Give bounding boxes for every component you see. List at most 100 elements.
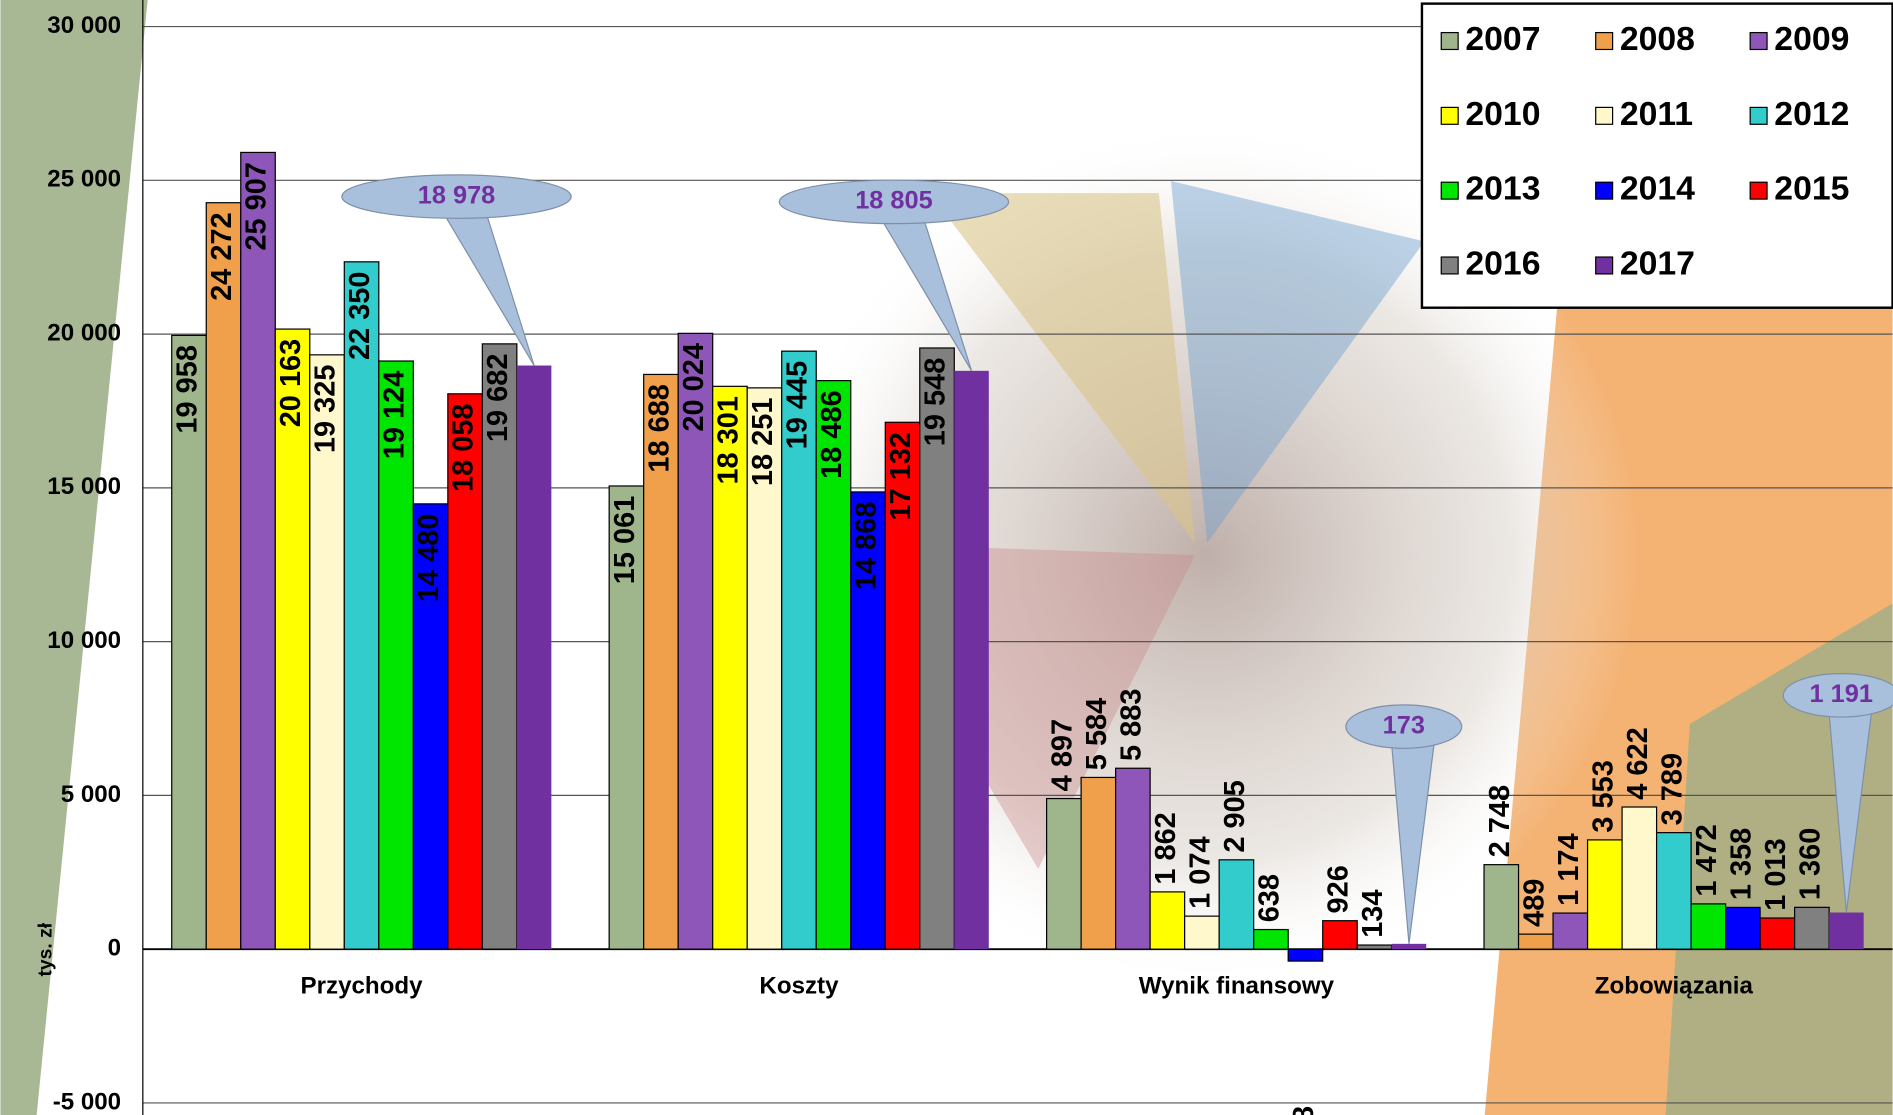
bar (954, 370, 989, 950)
legend-swatch (1595, 256, 1614, 275)
value-label: 14 480 (413, 514, 445, 603)
bar (746, 387, 783, 950)
y-tick-label: 0 (108, 935, 121, 962)
bar (205, 202, 242, 950)
callout (778, 179, 1010, 225)
bar (1759, 917, 1796, 950)
x-tick-label: Zobowiązania (1595, 972, 1754, 999)
x-tick-label: Koszty (759, 972, 839, 999)
value-label: 14 868 (851, 502, 883, 591)
value-label: 1 174 (1553, 833, 1585, 905)
value-label: 4 622 (1622, 727, 1654, 799)
legend-swatch (1440, 256, 1459, 275)
legend-swatch (1595, 106, 1614, 125)
y-tick-label: 15 000 (47, 473, 121, 500)
legend-swatch (1749, 106, 1768, 125)
value-label: 134 (1357, 889, 1389, 937)
legend-label: 2009 (1774, 20, 1849, 58)
legend-label: 2015 (1774, 170, 1849, 208)
legend: 2007 2008 2009 2010 2011 2012 2013 2014 2015 2016… (1420, 2, 1893, 309)
bar (1149, 891, 1186, 950)
value-label: 2 905 (1219, 780, 1251, 852)
bar (919, 347, 955, 950)
bar (516, 365, 552, 950)
legend-swatch (1440, 181, 1459, 200)
legend-box (1420, 2, 1893, 309)
value-label: 489 (1518, 879, 1550, 927)
legend-label: 2011 (1620, 95, 1693, 133)
legend-label: 2013 (1465, 170, 1540, 208)
bar (1655, 832, 1692, 950)
bar (1115, 767, 1151, 950)
legend-swatch (1749, 181, 1768, 200)
bar (1483, 864, 1520, 950)
bar (171, 334, 207, 950)
bar (1391, 943, 1427, 950)
bar (1552, 912, 1589, 950)
value-label: 20 163 (275, 339, 307, 428)
value-label: 5 883 (1116, 689, 1148, 761)
x-tick-label: Przychody (301, 972, 424, 999)
legend-swatch (1595, 31, 1614, 51)
bar (1621, 806, 1658, 950)
bar (343, 261, 380, 950)
callout (1345, 704, 1463, 749)
value-label: 1 191 (1810, 680, 1873, 708)
bar (781, 350, 817, 950)
bar (378, 360, 414, 950)
value-label: 19 682 (482, 354, 514, 443)
value-label: 17 132 (885, 432, 917, 521)
y-tick-label: 25 000 (47, 166, 121, 193)
bar (1517, 933, 1554, 950)
value-label: 20 024 (678, 343, 710, 432)
value-label: 18 688 (644, 384, 676, 473)
bar (1045, 797, 1082, 950)
legend-label: 2010 (1465, 95, 1540, 133)
legend-swatch (1440, 106, 1459, 125)
legend-label: 2007 (1465, 20, 1540, 58)
value-label: 18 805 (855, 187, 932, 215)
y-tick-label: 10 000 (47, 627, 121, 654)
value-label: 4 897 (1047, 719, 1079, 791)
value-label: 24 272 (206, 212, 238, 301)
bar (274, 328, 311, 950)
value-label: 3 553 (1587, 760, 1619, 832)
y-tick-label: 30 000 (47, 12, 121, 39)
y-tick-label: -5 000 (53, 1088, 121, 1115)
value-label: 19 548 (920, 358, 952, 447)
value-label: 1 013 (1760, 838, 1792, 910)
legend-swatch (1440, 31, 1459, 51)
value-label: 18 486 (816, 390, 848, 479)
value-label: 18 978 (418, 181, 495, 209)
y-tick-label: 5 000 (61, 781, 121, 808)
bar (447, 393, 483, 950)
value-label: 2 748 (1484, 785, 1516, 857)
bar (1586, 839, 1623, 950)
value-label: 3 789 (1657, 753, 1689, 825)
bar (1287, 948, 1324, 962)
bar (608, 485, 645, 950)
bar (309, 354, 345, 950)
value-label: 638 (1254, 874, 1286, 922)
bar (1356, 944, 1393, 950)
callout (1782, 673, 1893, 718)
bar (1690, 903, 1727, 950)
y-tick-label: 20 000 (47, 319, 121, 346)
y-axis-label: tys. zł (35, 922, 56, 976)
legend-label: 2012 (1774, 95, 1849, 133)
bar (240, 151, 276, 950)
bar (1080, 776, 1117, 950)
value-label: 19 445 (782, 361, 814, 450)
bar (1794, 906, 1830, 950)
value-label: 22 350 (344, 271, 376, 360)
legend-label: 2014 (1620, 170, 1695, 208)
value-label: 173 (1383, 711, 1425, 739)
legend-label: 2016 (1465, 244, 1540, 282)
value-label: 19 325 (310, 364, 342, 453)
value-label: 926 (1323, 865, 1355, 913)
bar (1829, 912, 1864, 950)
value-label: 18 251 (747, 398, 779, 487)
bar (1322, 920, 1358, 950)
value-label: 1 862 (1150, 812, 1182, 884)
